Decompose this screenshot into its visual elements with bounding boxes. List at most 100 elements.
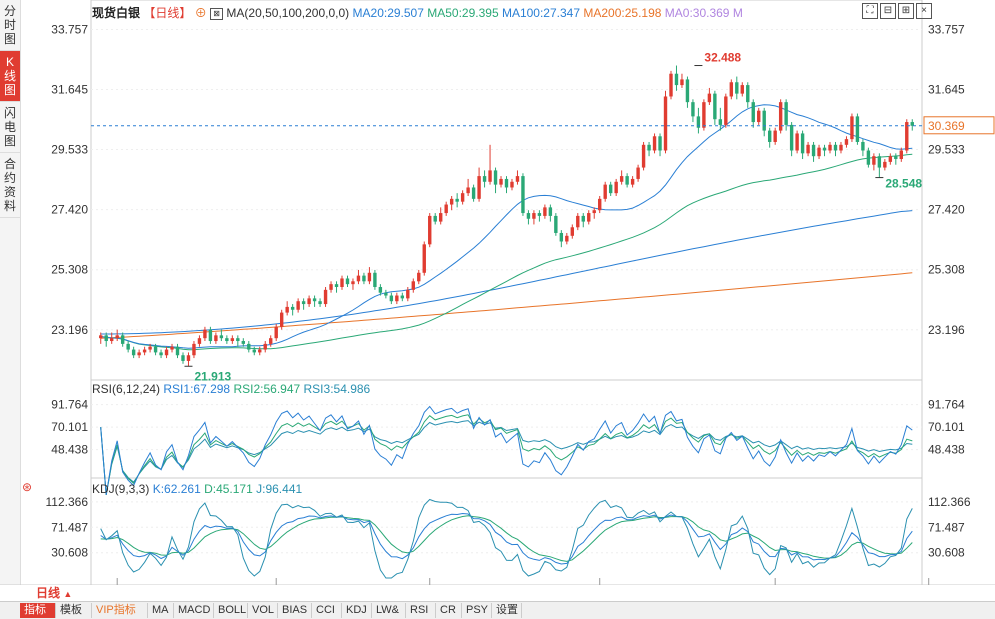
candle-body: [751, 102, 755, 123]
candle-body: [872, 156, 876, 165]
candle-body: [444, 204, 448, 214]
candle-body: [839, 144, 843, 151]
kdj-tick-right: 112.366: [928, 495, 971, 509]
indicator-tab-0[interactable]: 指标: [20, 603, 56, 618]
kdj-value-2: J:96.441: [256, 482, 303, 496]
candle-body: [630, 178, 635, 185]
kdj-label[interactable]: KDJ(9,3,3): [92, 482, 150, 496]
indicator-tab-11[interactable]: RSI: [406, 603, 436, 618]
candle-body: [543, 207, 547, 216]
rsi-value-2: RSI3:54.986: [303, 382, 371, 396]
candle-body: [570, 227, 574, 236]
candle-body: [378, 287, 383, 293]
grid-icon[interactable]: ⊞: [898, 3, 914, 19]
indicator-tab-9[interactable]: KDJ: [342, 603, 372, 618]
candle-body: [345, 278, 350, 285]
indicator-tab-14[interactable]: 设置: [492, 603, 522, 618]
indicator-target-icon[interactable]: ⊛: [22, 480, 33, 494]
period-selector-label: 日线: [36, 586, 61, 600]
candle-body: [307, 298, 311, 305]
fullscreen-icon[interactable]: ⛶: [862, 3, 878, 19]
indicator-tab-6[interactable]: VOL: [248, 603, 278, 618]
candle-body: [230, 338, 235, 342]
candle-body: [850, 116, 854, 140]
ma-value-3: MA200:25.198: [583, 6, 665, 20]
candle-body: [548, 207, 553, 216]
price-tick-left: 27.420: [51, 203, 88, 217]
price-tick-right: 23.196: [928, 323, 965, 337]
candle-body: [318, 301, 322, 305]
candle-body: [411, 281, 415, 290]
ma-label[interactable]: MA(20,50,100,200,0,0): [226, 6, 350, 20]
indicator-tab-13[interactable]: PSY: [462, 603, 492, 618]
recent-low-label: 28.548: [885, 177, 922, 191]
candle-body: [515, 176, 520, 182]
sidebar-tab-3[interactable]: 合约资料: [0, 153, 20, 218]
candle-body: [800, 133, 805, 154]
candle-body: [323, 289, 328, 305]
settings-gear-icon[interactable]: ⊕: [194, 6, 207, 20]
kdj-tick-left: 30.608: [51, 546, 88, 560]
candle-body: [883, 161, 887, 168]
candle-body: [861, 141, 865, 151]
candle-body: [674, 73, 679, 86]
candle-body: [576, 215, 580, 228]
candle-body: [334, 284, 339, 287]
indicator-tab-2[interactable]: VIP指标: [92, 603, 148, 618]
rsi-tick-right: 48.438: [928, 443, 965, 457]
candle-body: [203, 329, 207, 339]
x-tick-label: 2024/03: [278, 583, 322, 585]
candle-body: [713, 93, 717, 120]
candle-body: [778, 102, 783, 131]
chart-canvas[interactable]: 33.757 33.757 31.645 31.645 29.533 29.533 27.4…: [0, 0, 995, 585]
candle-body: [159, 352, 163, 356]
candle-body: [428, 215, 432, 245]
candle-body: [636, 167, 640, 179]
price-tick-right: 33.757: [928, 22, 965, 36]
close-icon[interactable]: ×: [916, 3, 932, 19]
candle-body: [828, 144, 832, 151]
candle-body: [351, 281, 355, 285]
sidebar-tab-0[interactable]: 分时图: [0, 0, 20, 51]
candle-body: [899, 150, 903, 160]
candle-body: [767, 130, 772, 142]
candle-body: [225, 338, 229, 342]
candle-body: [126, 343, 130, 350]
candle-body: [164, 349, 169, 356]
price-tick-left: 29.533: [51, 143, 88, 157]
candle-body: [373, 272, 377, 287]
candle-body: [773, 130, 777, 142]
indicator-tab-7[interactable]: BIAS: [278, 603, 312, 618]
rsi-value-1: RSI2:56.947: [233, 382, 304, 396]
candle-body: [181, 355, 185, 361]
indicator-tab-5[interactable]: BOLL: [214, 603, 248, 618]
candle-body: [822, 147, 827, 151]
candle-body: [510, 181, 514, 188]
indicator-tab-12[interactable]: CR: [436, 603, 462, 618]
candle-body: [526, 213, 531, 219]
candle-body: [439, 213, 443, 222]
period-label[interactable]: 【日线】: [143, 6, 192, 20]
candle-body: [504, 178, 509, 188]
indicator-tab-3[interactable]: MA: [148, 603, 174, 618]
candle-body: [471, 187, 476, 199]
candle-body: [137, 352, 141, 356]
ma-settings-icon[interactable]: ⊠: [210, 7, 224, 20]
indicator-tab-8[interactable]: CCI: [312, 603, 342, 618]
ma-values: MA20:29.507 MA50:29.395 MA100:27.347 MA2…: [353, 6, 743, 20]
candle-body: [521, 176, 525, 214]
sidebar-tab-2[interactable]: 闪电图: [0, 102, 20, 153]
candle-body: [406, 289, 410, 299]
indicator-tab-4[interactable]: MACD: [174, 603, 214, 618]
kdj-k-line: [100, 512, 913, 565]
candle-body: [258, 349, 262, 353]
candle-body: [153, 346, 158, 353]
indicator-tab-10[interactable]: LW&: [372, 603, 406, 618]
indicator-tab-1[interactable]: 模板: [56, 603, 92, 618]
price-tick-right: 29.533: [928, 143, 965, 157]
candle-body: [855, 116, 860, 142]
shrink-icon[interactable]: ⊟: [880, 3, 896, 19]
period-selector[interactable]: 日线 ▲: [20, 585, 90, 601]
rsi-label[interactable]: RSI(6,12,24): [92, 382, 161, 396]
